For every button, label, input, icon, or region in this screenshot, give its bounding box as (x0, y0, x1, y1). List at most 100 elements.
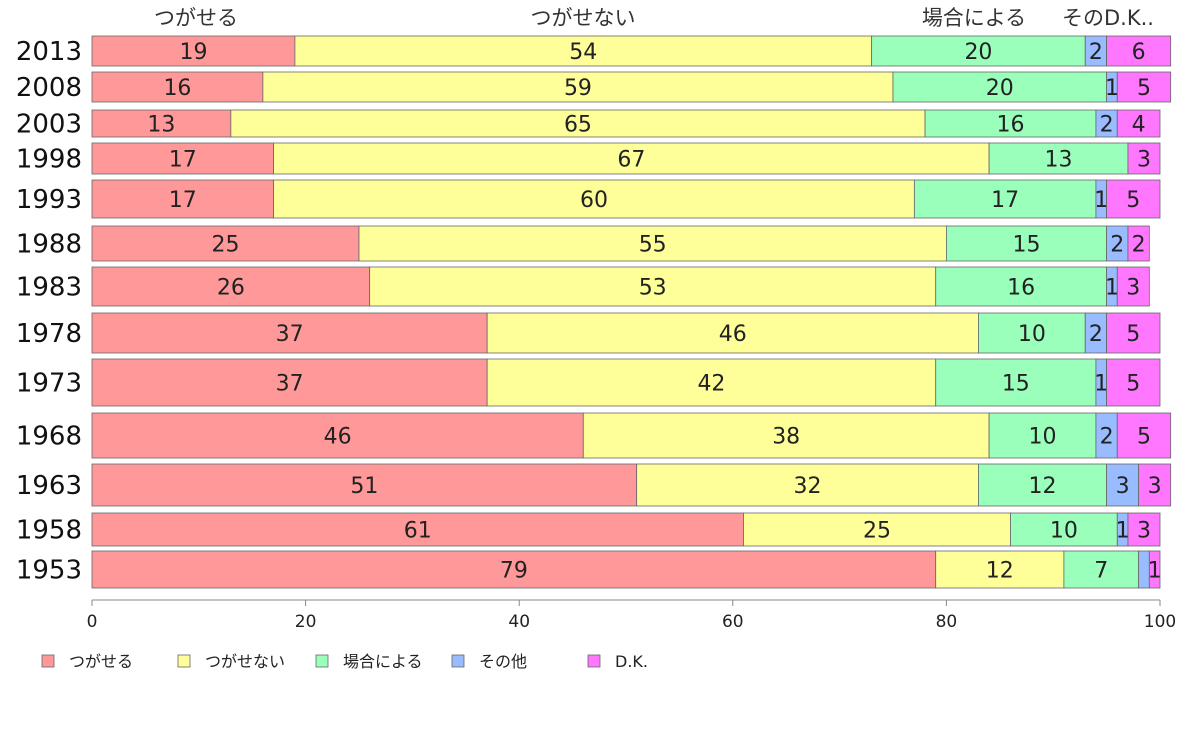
bar-segment (91, 142, 274, 175)
x-tick-label: 60 (722, 612, 744, 632)
data-label: 16 (163, 76, 191, 101)
x-axis: 0 20 40 60 80 100 (87, 599, 1176, 632)
legend-label: その他 (479, 652, 527, 671)
data-label: 37 (276, 372, 304, 397)
data-label: 1 (1094, 188, 1108, 213)
bar-segment (1063, 550, 1140, 589)
data-label: 20 (986, 76, 1014, 101)
bar-segment (636, 463, 979, 507)
data-label: 20 (964, 40, 992, 65)
data-label: 2 (1100, 425, 1114, 450)
data-label: 1 (1094, 372, 1108, 397)
data-label: 2 (1110, 233, 1124, 258)
data-label: 59 (564, 76, 592, 101)
data-label: 13 (147, 113, 175, 138)
data-label: 2 (1132, 233, 1146, 258)
data-label: 3 (1126, 276, 1140, 301)
year-label: 2008 (16, 73, 82, 103)
bar-segment (1010, 512, 1118, 547)
data-label: 46 (719, 322, 747, 347)
data-label: 67 (617, 148, 645, 173)
data-label: 16 (1007, 276, 1035, 301)
data-label: 12 (986, 559, 1014, 584)
bar-segment (91, 179, 274, 219)
data-label: 17 (169, 148, 197, 173)
bar-segment (892, 71, 1108, 103)
x-tick-label: 80 (936, 612, 958, 632)
bar-segment (1106, 463, 1140, 507)
bar-segment (988, 412, 1097, 459)
bar-segment (369, 266, 937, 307)
bar-segment (91, 312, 488, 354)
bar-segment (358, 225, 947, 262)
data-label: 2 (1089, 40, 1103, 65)
legend: つがせる つがせない 場合による その他 D.K. (41, 652, 648, 671)
legend-label: D.K. (615, 652, 648, 671)
bar-segment (582, 412, 990, 459)
data-label: 15 (1002, 372, 1030, 397)
bar-segment (91, 109, 232, 138)
bar-segment (743, 512, 1011, 547)
legend-label: 場合による (343, 652, 423, 671)
year-label: 1983 (16, 273, 82, 303)
data-label: 65 (564, 113, 592, 138)
bar-segment (486, 312, 979, 354)
bar-segment (988, 142, 1129, 175)
data-label: 10 (1029, 425, 1057, 450)
bar-segment (1127, 512, 1161, 547)
bar-segment (924, 109, 1097, 138)
data-label: 5 (1126, 372, 1140, 397)
data-label: 3 (1116, 474, 1130, 499)
data-label: 4 (1132, 113, 1146, 138)
data-label: 51 (350, 474, 378, 499)
data-label: 15 (1013, 233, 1041, 258)
data-label: 1 (1148, 559, 1162, 584)
legend-swatch (41, 654, 55, 668)
x-tick-label: 20 (295, 612, 317, 632)
data-label: 5 (1126, 188, 1140, 213)
year-label: 1953 (16, 556, 82, 586)
year-label: 1958 (16, 516, 82, 546)
bar-segment (91, 512, 744, 547)
bar-segment (91, 550, 937, 589)
data-label: 6 (1132, 40, 1146, 65)
data-label: 16 (996, 113, 1024, 138)
data-label: 10 (1050, 519, 1078, 544)
year-label: 1988 (16, 230, 82, 260)
data-label: 55 (639, 233, 667, 258)
data-label: 60 (580, 188, 608, 213)
year-label: 1968 (16, 422, 82, 452)
bar-segment (273, 142, 990, 175)
bar-segment (1106, 312, 1161, 354)
bar-segment (1116, 412, 1172, 459)
bar-segment (91, 412, 584, 459)
data-label: 17 (169, 188, 197, 213)
bar-segment (871, 35, 1086, 67)
bar-segment (1127, 142, 1161, 175)
bar-segment (1148, 550, 1161, 589)
bar-segment (91, 266, 371, 307)
data-label: 12 (1029, 474, 1057, 499)
data-label: 3 (1148, 474, 1162, 499)
top-category-labels: つがせる つがせない 場合による そのD.K.. (154, 6, 1154, 30)
year-label: 1978 (16, 319, 82, 349)
x-tick-label: 0 (87, 612, 98, 632)
x-tick-label: 40 (508, 612, 530, 632)
data-label: 61 (404, 519, 432, 544)
data-label: 7 (1094, 559, 1108, 584)
legend-label: つがせる (69, 652, 133, 671)
year-labels: 2013 2008 2003 1998 1993 1988 1983 1978 1973 1968… (16, 37, 82, 586)
bar-segment (935, 358, 1097, 407)
data-label: 2 (1100, 113, 1114, 138)
legend-swatch (451, 654, 465, 668)
year-label: 1973 (16, 369, 82, 399)
data-label: 1 (1105, 76, 1119, 101)
bar-segment (1106, 358, 1161, 407)
data-label: 19 (179, 40, 207, 65)
data-label: 54 (569, 40, 597, 65)
bar-segment (946, 225, 1108, 262)
bar-segment (1116, 109, 1161, 138)
legend-swatch (587, 654, 601, 668)
legend-label: つがせない (205, 652, 285, 671)
